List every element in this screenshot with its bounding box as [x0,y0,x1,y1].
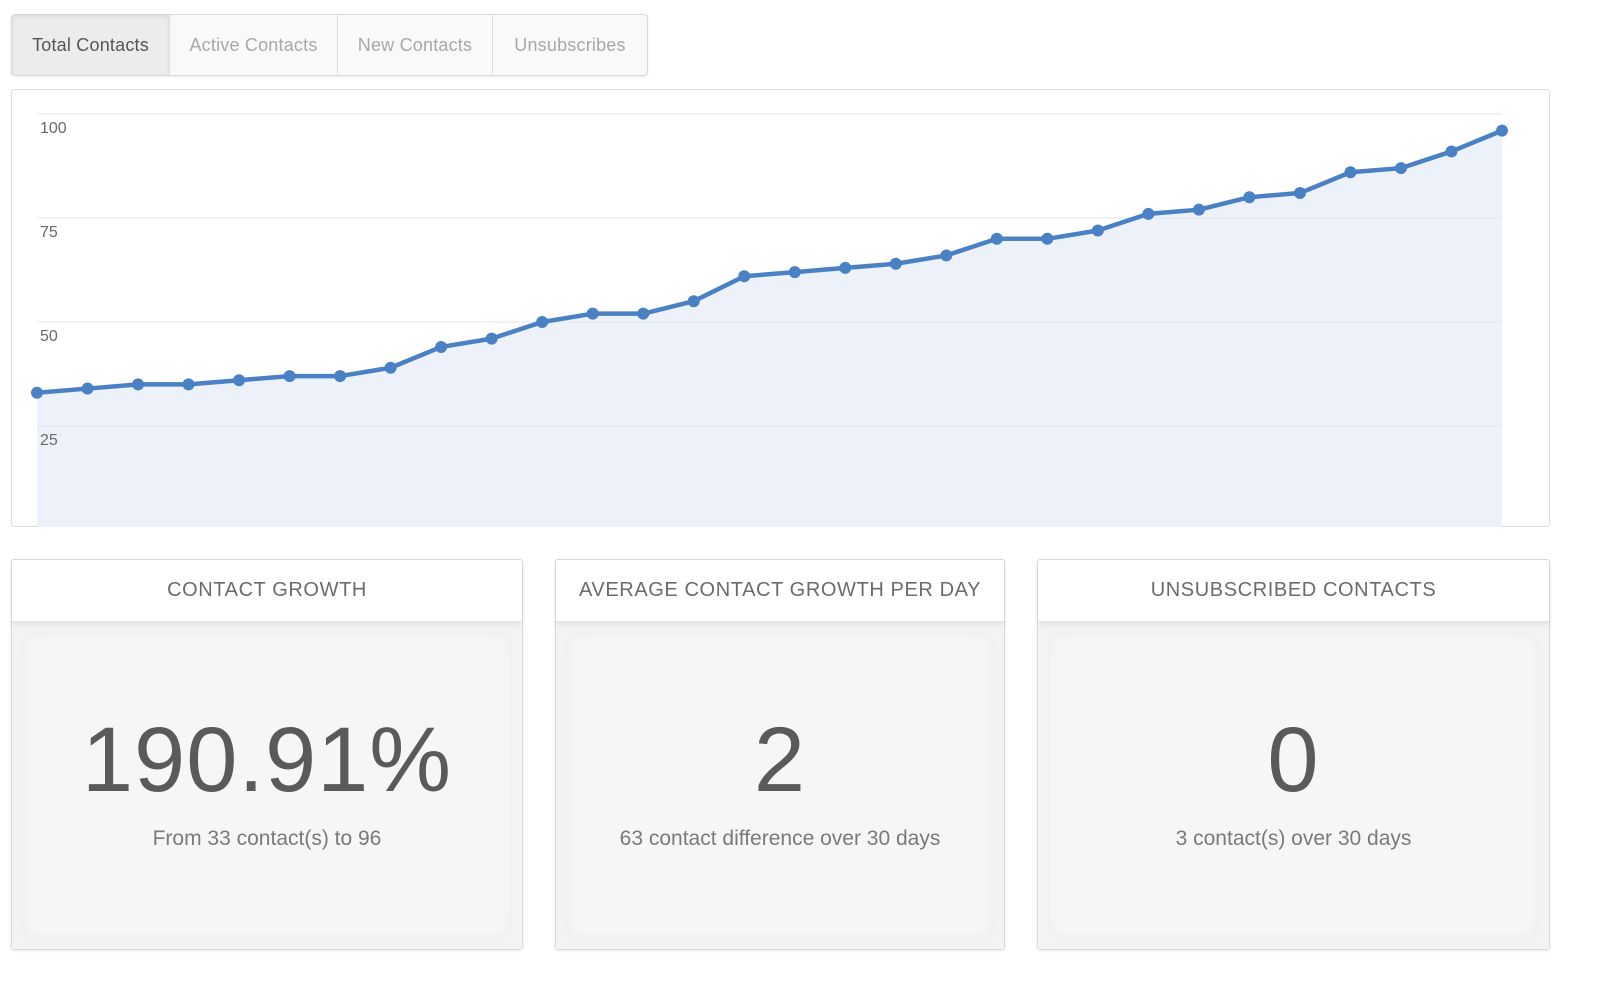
y-tick-label-100: 100 [40,120,67,137]
card-body: 0 3 contact(s) over 30 days [1038,622,1549,949]
average-growth-card: AVERAGE CONTACT GROWTH PER DAY 2 63 cont… [555,559,1005,950]
tab-unsubscribes[interactable]: Unsubscribes [514,34,626,55]
card-inner [566,632,994,939]
data-point [687,295,700,308]
average-growth-subtitle: 63 contact difference over 30 days [619,827,941,850]
y-tick-label-25: 25 [40,432,58,449]
data-point [889,257,902,270]
card-inner [1048,632,1539,939]
data-point [990,232,1003,245]
tab-active-contacts[interactable]: Active Contacts [170,15,338,75]
y-tick-label-75: 75 [40,224,58,241]
tab-new-contacts[interactable]: New Contacts [338,15,493,75]
data-point [839,261,852,274]
data-point [1445,145,1458,158]
series-area-fill [37,130,1502,527]
card-title: AVERAGE CONTACT GROWTH PER DAY [556,560,1004,622]
data-point [637,307,650,320]
tab-total-contacts[interactable]: Total Contacts [12,15,170,75]
card-title: UNSUBSCRIBED CONTACTS [1038,560,1549,622]
unsubscribed-value: 0 [1267,709,1320,811]
data-point [233,374,246,387]
card-title: CONTACT GROWTH [12,560,522,622]
data-point [1394,162,1407,175]
card-body: 2 63 contact difference over 30 days [556,622,1004,949]
contact-growth-value: 190.91% [81,709,453,811]
card-body: 190.91% From 33 contact(s) to 96 [12,622,522,949]
average-growth-value: 2 [753,709,807,811]
data-point [1496,124,1508,137]
data-point [283,370,296,383]
unsubscribed-card: UNSUBSCRIBED CONTACTS 0 3 contact(s) ove… [1037,559,1550,950]
data-point [182,378,195,391]
data-point [31,386,43,399]
data-point [738,270,751,283]
contact-growth-card: CONTACT GROWTH 190.91% From 33 contact(s… [11,559,523,950]
contact-growth-subtitle: From 33 contact(s) to 96 [152,827,382,850]
data-point [485,332,498,345]
data-point [1192,203,1205,216]
y-tick-label-50: 50 [40,328,58,345]
contacts-chart-panel: 25 50 75 100 [11,89,1550,527]
data-point [435,340,448,353]
data-point [536,316,549,328]
data-point [1091,224,1104,237]
data-point [1344,166,1357,179]
contact-tabs: Total Contacts Active Contacts New Conta… [11,14,648,76]
data-point [940,249,953,262]
contacts-line-chart: 25 50 75 100 [31,113,1508,527]
data-point [788,266,801,279]
data-point [334,370,347,383]
card-inner [22,632,512,939]
data-point [132,378,145,391]
data-point [1142,207,1155,220]
data-point [384,361,397,374]
series-line [34,128,1505,395]
unsubscribed-subtitle: 3 contact(s) over 30 days [1175,827,1412,850]
data-point [1041,232,1054,245]
data-point [1293,187,1306,200]
data-point [1243,191,1256,204]
data-point [81,382,94,395]
data-point [586,307,599,320]
